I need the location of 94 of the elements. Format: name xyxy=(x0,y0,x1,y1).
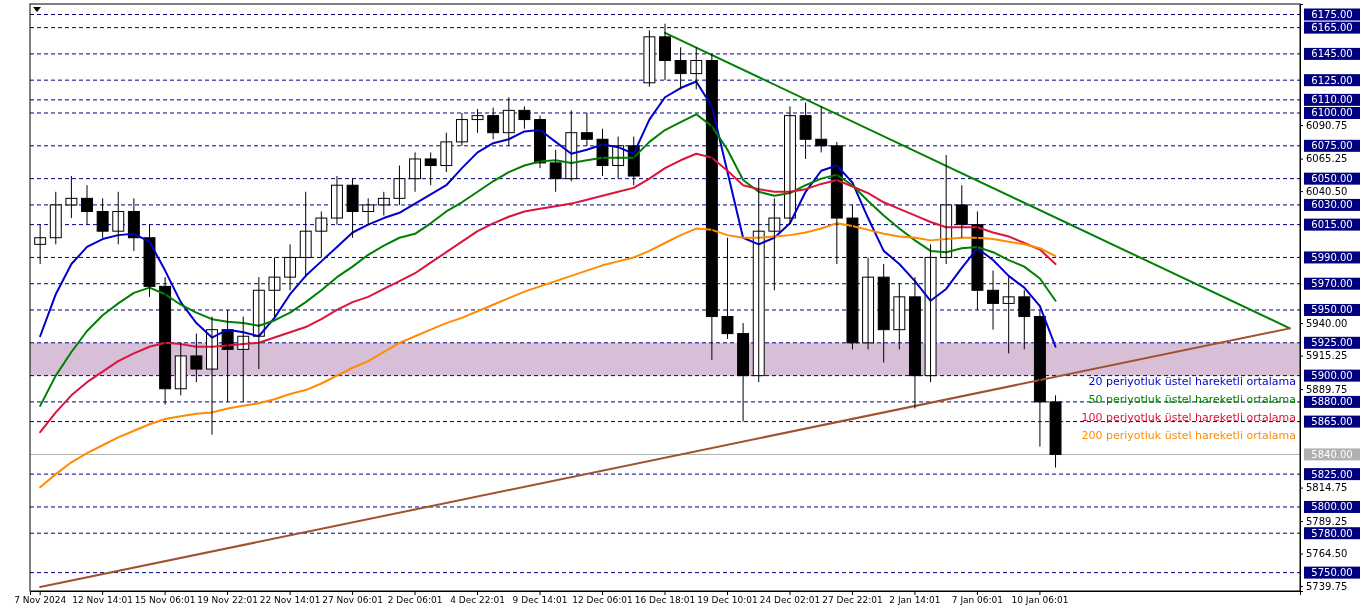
candlestick xyxy=(424,151,437,186)
line-series xyxy=(39,152,1057,434)
candlestick xyxy=(580,112,593,147)
y-tick-label: 5915.25 xyxy=(1306,350,1348,362)
candlestick xyxy=(440,132,453,173)
candlestick xyxy=(893,283,906,350)
x-tick-label: 10 Jan 06:01 xyxy=(1011,595,1069,606)
ref-line-label: 5840.00 xyxy=(1311,448,1353,460)
candlestick xyxy=(299,191,312,278)
x-tick-label: 24 Dec 02:01 xyxy=(759,595,821,606)
ref-line-label: 5780.00 xyxy=(1311,527,1353,539)
ref-line-label: 6050.00 xyxy=(1311,173,1353,185)
ref-line-label: 6075.00 xyxy=(1311,140,1353,152)
candlestick xyxy=(674,46,687,90)
candlestick xyxy=(112,191,125,245)
x-tick-label: 2 Dec 06:01 xyxy=(387,595,443,606)
x-tick-label: 12 Nov 14:01 xyxy=(72,595,133,606)
x-tick-label: 19 Nov 22:01 xyxy=(197,595,258,606)
candlestick xyxy=(377,191,390,216)
x-tick-label: 12 Dec 06:01 xyxy=(572,595,633,606)
candlestick xyxy=(268,256,281,318)
candlestick xyxy=(487,107,500,140)
y-tick-label: 6090.75 xyxy=(1306,119,1348,131)
x-tick-label: 9 Dec 14:01 xyxy=(512,595,568,606)
line-series xyxy=(39,80,1057,348)
ref-line-label: 6015.00 xyxy=(1311,219,1353,231)
candlestick xyxy=(924,243,937,383)
candlestick xyxy=(955,184,968,239)
x-tick-label: 7 Nov 2024 xyxy=(14,595,67,606)
ref-line-label: 5825.00 xyxy=(1311,468,1353,480)
ref-line-label: 5990.00 xyxy=(1311,251,1353,263)
y-tick-label: 5764.50 xyxy=(1306,548,1348,560)
ref-line-label: 6030.00 xyxy=(1311,199,1353,211)
ref-line-label: 6100.00 xyxy=(1311,107,1353,119)
ref-line-label: 6165.00 xyxy=(1311,22,1353,34)
candlestick xyxy=(690,46,703,90)
candlestick xyxy=(549,149,562,193)
x-tick-label: 2 Jan 14:01 xyxy=(889,595,941,606)
candlestick xyxy=(174,342,187,396)
candlestick xyxy=(96,197,109,239)
candlestick xyxy=(768,197,781,291)
x-tick-label: 27 Dec 22:01 xyxy=(822,595,883,606)
x-tick-label: 7 Jan 06:01 xyxy=(951,595,1004,606)
y-tick-label: 5940.00 xyxy=(1306,317,1348,329)
candlestick xyxy=(643,29,656,88)
ref-line-label: 6125.00 xyxy=(1311,74,1353,86)
x-tick-label: 4 Dec 22:01 xyxy=(450,595,505,606)
candlestick xyxy=(65,175,78,219)
candlestick xyxy=(143,224,156,298)
line-series xyxy=(39,113,1057,407)
ref-line-label: 5950.00 xyxy=(1311,304,1353,316)
candlestick xyxy=(846,204,859,350)
candlestick xyxy=(362,197,375,226)
candlestick xyxy=(393,165,406,206)
candlestick xyxy=(502,96,515,147)
ref-line-label: 5880.00 xyxy=(1311,396,1353,408)
candlestick xyxy=(315,210,328,258)
text: 50 periyotluk üstel hareketli ortalama xyxy=(1088,392,1296,406)
candlestick xyxy=(49,191,62,245)
text: 200 periyotluk üstel hareketli ortalama xyxy=(1081,428,1296,442)
ref-line-label: 6145.00 xyxy=(1311,48,1353,60)
ref-line-label: 6175.00 xyxy=(1311,9,1353,21)
candlestick xyxy=(799,101,812,160)
x-tick-label: 22 Nov 14:01 xyxy=(259,595,321,606)
candlestick xyxy=(518,105,531,130)
candlestick xyxy=(877,263,890,363)
candlestick xyxy=(1018,289,1031,350)
candlestick xyxy=(721,237,734,340)
candlestick xyxy=(346,178,359,239)
x-tick-label: 19 Dec 10:01 xyxy=(697,595,758,606)
candlestick xyxy=(1002,276,1015,354)
ref-line-label: 5800.00 xyxy=(1311,501,1353,513)
ref-line-label: 5865.00 xyxy=(1311,416,1353,428)
text: 100 periyotluk üstel hareketli ortalama xyxy=(1081,410,1296,424)
ref-line-label: 5750.00 xyxy=(1311,567,1353,579)
x-tick-label: 27 Nov 06:01 xyxy=(322,595,383,606)
candlestick xyxy=(190,333,203,383)
y-tick-label: 5789.25 xyxy=(1306,515,1348,527)
text: 20 periyotluk üstel hareketli ortalama xyxy=(1088,374,1296,388)
ref-line-label: 5970.00 xyxy=(1311,278,1353,290)
y-tick-label: 5739.75 xyxy=(1306,580,1348,592)
ref-line-label: 5925.00 xyxy=(1311,337,1353,349)
y-tick-label: 5889.75 xyxy=(1306,383,1348,395)
y-tick-label: 6065.25 xyxy=(1306,153,1348,165)
y-tick-label: 6040.50 xyxy=(1306,185,1348,197)
x-tick-label: 16 Dec 18:01 xyxy=(634,595,696,606)
candlestick xyxy=(1049,394,1062,469)
candlestick xyxy=(34,224,47,265)
ref-line-label: 6110.00 xyxy=(1311,94,1353,106)
x-tick-label: 15 Nov 06:01 xyxy=(134,595,196,606)
y-tick-label: 5814.75 xyxy=(1306,482,1348,494)
ref-line-label: 5900.00 xyxy=(1311,370,1353,382)
candlestick xyxy=(471,108,484,134)
line-series xyxy=(39,222,1057,489)
